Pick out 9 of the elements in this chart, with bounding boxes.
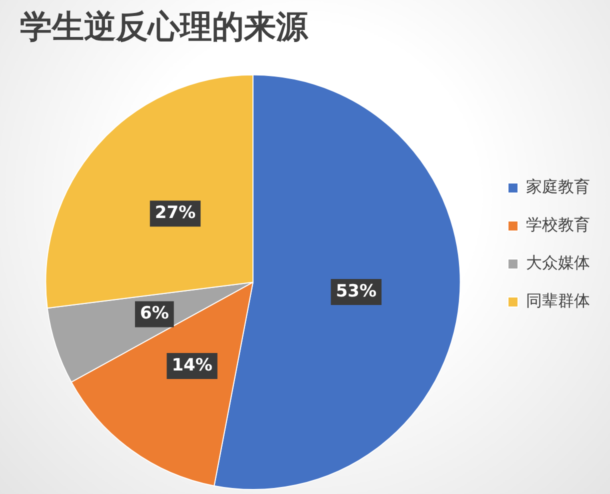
legend-label: 大众媒体 — [526, 253, 590, 272]
chart-title: 学生逆反心理的来源 — [20, 8, 309, 46]
legend-label: 学校教育 — [526, 215, 590, 234]
data-label: 53% — [336, 281, 377, 302]
data-label: 6% — [140, 304, 169, 324]
legend-label: 同辈群体 — [526, 291, 590, 310]
data-label: 14% — [172, 355, 212, 376]
legend-label: 家庭教育 — [526, 177, 590, 196]
data-label: 27% — [154, 203, 196, 224]
